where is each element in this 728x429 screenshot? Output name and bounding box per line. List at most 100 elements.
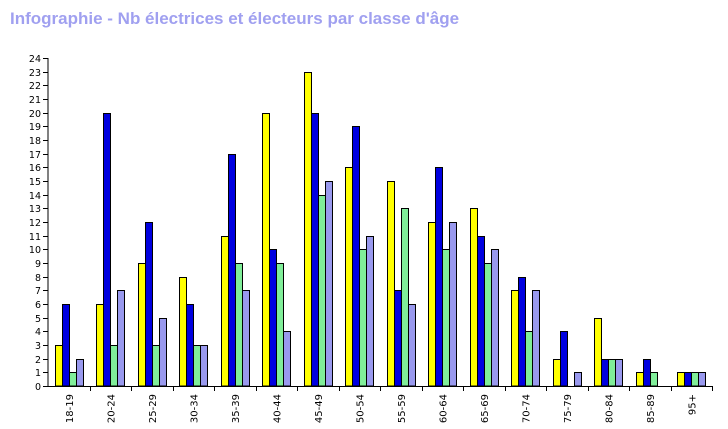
bar [325,181,333,387]
bar [491,249,499,387]
y-tick-label: 17 [29,150,41,161]
bar [401,208,409,387]
bar [601,359,609,387]
bar [159,318,167,387]
bar [96,304,104,387]
bar [677,372,685,387]
bar [304,72,312,387]
bar [269,249,277,387]
y-tick-label: 8 [35,273,41,284]
bar [55,345,63,387]
x-tick-label: 80-84 [604,394,615,423]
bar [387,181,395,387]
bar [470,208,478,387]
bar [684,372,692,387]
bar [186,304,194,387]
x-tick-label: 35-39 [231,394,242,423]
bar [484,263,492,387]
y-tick-label: 23 [29,68,41,79]
y-tick-label: 19 [29,122,41,133]
bar [691,372,699,387]
bar [152,345,160,387]
bar [110,345,118,387]
bar [574,372,582,387]
y-tick-label: 5 [35,314,41,325]
y-tick-label: 0 [35,382,41,393]
bar [525,331,533,387]
bar [532,290,540,387]
x-tick-label: 40-44 [272,394,283,423]
bar [366,236,374,387]
bar [117,290,125,387]
bar [477,236,485,387]
x-tick-label: 95+ [687,394,698,415]
chart-title: Infographie - Nb électrices et électeurs… [10,9,460,28]
x-tick-label: 25-29 [148,394,159,423]
x-tick-label: 70-74 [521,394,532,423]
x-tick-label: 50-54 [355,394,366,423]
bar [69,372,77,387]
x-tick-label: 60-64 [438,394,449,423]
y-tick-label: 15 [29,177,41,188]
bar [103,113,111,387]
bar [560,331,568,387]
y-tick-label: 11 [29,232,41,243]
bar [138,263,146,387]
y-tick-label: 9 [35,259,41,270]
x-tick-label: 65-69 [480,394,491,423]
bar [276,263,284,387]
bar [511,290,519,387]
bar [594,318,602,387]
bar [408,304,416,387]
bar [650,372,658,387]
y-tick-label: 14 [29,191,41,202]
bar [311,113,319,387]
x-tick-label: 20-24 [106,394,117,423]
bar [449,222,457,387]
bar [428,222,436,387]
bar [518,277,526,387]
y-tick-label: 7 [35,286,41,297]
bar [394,290,402,387]
bar [221,236,229,387]
bar [442,249,450,387]
bar [698,372,706,387]
bar [235,263,243,387]
y-tick-label: 20 [29,109,41,120]
bar [352,126,360,387]
bar [553,359,561,387]
bar [193,345,201,387]
bar [318,195,326,387]
bar [76,359,84,387]
y-tick-label: 13 [29,204,41,215]
bar [643,359,651,387]
y-tick-label: 6 [35,300,41,311]
bar [283,331,291,387]
bar [62,304,70,387]
bar [636,372,644,387]
y-tick-label: 12 [29,218,41,229]
y-tick-label: 21 [29,95,41,106]
bar [345,167,353,387]
bar [608,359,616,387]
bar [228,154,236,387]
bar [435,167,443,387]
x-tick-label: 45-49 [314,394,325,423]
bar [242,290,250,387]
x-tick-label: 85-89 [646,394,657,423]
bar [145,222,153,387]
y-tick-label: 2 [35,355,41,366]
y-tick-label: 16 [29,163,41,174]
y-tick-label: 24 [29,54,41,65]
x-tick-label: 55-59 [397,394,408,423]
y-tick-label: 3 [35,341,41,352]
x-tick-label: 30-34 [189,394,200,423]
y-tick-label: 1 [35,368,41,379]
bar [200,345,208,387]
y-tick-label: 10 [29,245,41,256]
bar [262,113,270,387]
y-tick-label: 22 [29,81,41,92]
bar [359,249,367,387]
